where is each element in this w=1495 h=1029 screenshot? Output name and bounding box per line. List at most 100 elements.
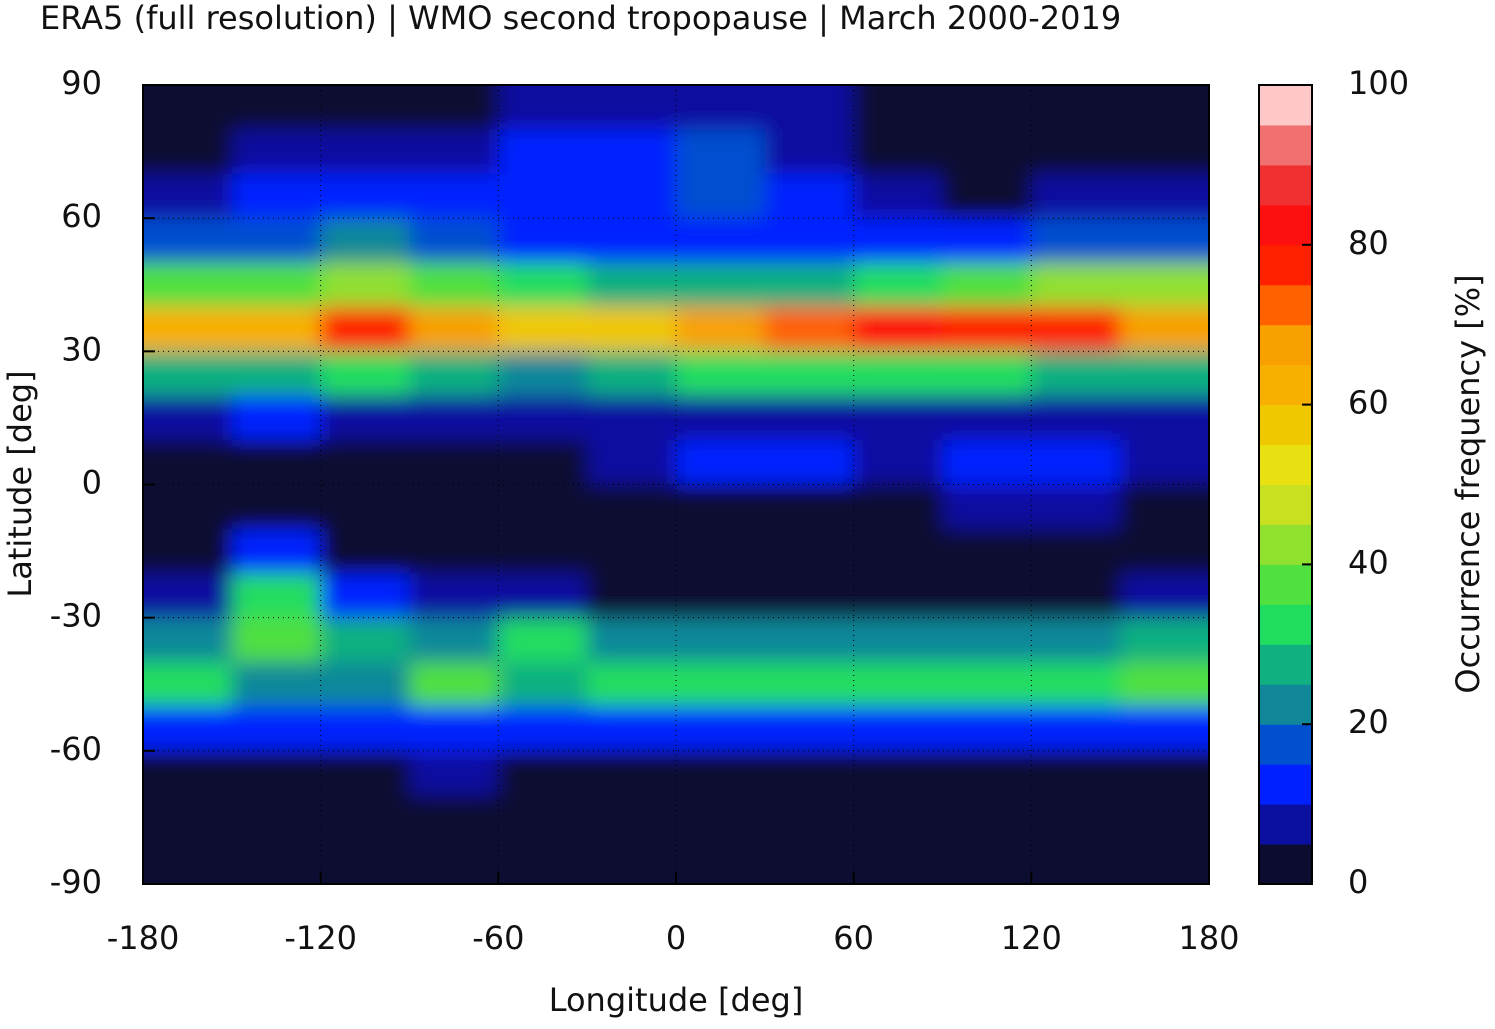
heatmap-cell <box>764 395 855 441</box>
x-tick-label: 180 <box>1178 919 1239 957</box>
colorbar-segment <box>1259 564 1312 605</box>
heatmap-cell <box>231 85 322 130</box>
y-tick-label: 60 <box>61 197 102 235</box>
heatmap-cell <box>320 262 410 308</box>
colorbar-tick-label: 80 <box>1348 224 1389 262</box>
heatmap-cell <box>409 306 499 352</box>
heatmap-cell <box>409 85 499 130</box>
heatmap-cell <box>409 173 499 219</box>
heatmap-cell <box>231 573 322 619</box>
x-axis-label: Longitude [deg] <box>549 981 804 1019</box>
heatmap-cell <box>409 706 499 752</box>
heatmap-cell <box>320 750 410 796</box>
colorbar-segment <box>1259 364 1312 406</box>
heatmap-cell <box>320 173 410 219</box>
colorbar-segment <box>1259 85 1312 126</box>
heatmap-cell <box>764 306 855 352</box>
heatmap-cell <box>587 795 677 841</box>
heatmap-cell <box>409 662 499 707</box>
colorbar-tick-label: 20 <box>1348 703 1389 741</box>
colorbar-segment <box>1259 844 1312 885</box>
heatmap-cell <box>498 440 588 485</box>
heatmap-cell <box>320 85 410 130</box>
heatmap-cell <box>143 218 233 264</box>
heatmap-cell <box>587 262 677 308</box>
heatmap-cell <box>587 750 677 796</box>
heatmap-cell <box>231 395 322 441</box>
heatmap-cell <box>231 262 322 308</box>
heatmap <box>143 85 1209 884</box>
heatmap-cell <box>498 662 588 707</box>
heatmap-cell <box>143 395 233 441</box>
heatmap-cell <box>676 85 766 130</box>
heatmap-cell <box>942 173 1032 219</box>
heatmap-cell <box>676 795 766 841</box>
heatmap-cell <box>676 218 766 264</box>
heatmap-cell <box>764 484 855 530</box>
heatmap-cell <box>320 484 410 530</box>
heatmap-cell <box>587 573 677 619</box>
heatmap-cell <box>1120 662 1209 707</box>
heatmap-cell <box>764 573 855 619</box>
heatmap-cell <box>587 85 677 130</box>
heatmap-cell <box>1120 706 1209 752</box>
heatmap-cell <box>409 839 499 884</box>
heatmap-cell <box>676 306 766 352</box>
heatmap-cell <box>498 839 588 884</box>
heatmap-cell <box>498 218 588 264</box>
heatmap-cell <box>231 839 322 884</box>
heatmap-cell <box>231 218 322 264</box>
heatmap-cell <box>1031 706 1121 752</box>
heatmap-cell <box>676 173 766 219</box>
heatmap-cell <box>764 662 855 707</box>
heatmap-cell <box>498 306 588 352</box>
colorbar-segment <box>1259 724 1312 765</box>
heatmap-cell <box>409 262 499 308</box>
heatmap-cell <box>764 262 855 308</box>
colorbar-segment <box>1259 444 1312 485</box>
heatmap-cell <box>1120 839 1209 884</box>
heatmap-cell <box>1120 262 1209 308</box>
heatmap-cell <box>1031 573 1121 619</box>
heatmap-cell <box>143 795 233 841</box>
colorbar-segment <box>1259 164 1312 206</box>
heatmap-cell <box>942 573 1032 619</box>
heatmap-cell <box>676 573 766 619</box>
colorbar-segment <box>1259 764 1312 805</box>
heatmap-cell <box>143 662 233 707</box>
colorbar-segment <box>1259 484 1312 525</box>
heatmap-cell <box>587 617 677 663</box>
colorbar-segment <box>1259 324 1312 366</box>
heatmap-cell <box>853 129 943 175</box>
heatmap-cell <box>764 351 855 397</box>
heatmap-cell <box>853 173 943 219</box>
heatmap-cell <box>1031 218 1121 264</box>
x-tick-label: -120 <box>284 919 357 957</box>
heatmap-cell <box>320 395 410 441</box>
heatmap-cell <box>853 85 943 130</box>
heatmap-cell <box>942 85 1032 130</box>
heatmap-cell <box>676 662 766 707</box>
colorbar-segment <box>1259 284 1312 326</box>
heatmap-cell <box>1120 85 1209 130</box>
heatmap-cell <box>853 218 943 264</box>
y-tick-label: -90 <box>50 863 102 901</box>
heatmap-cell <box>853 395 943 441</box>
y-tick-label: -30 <box>50 597 102 635</box>
heatmap-cell <box>676 395 766 441</box>
heatmap-cell <box>853 662 943 707</box>
heatmap-cell <box>409 617 499 663</box>
chart-title: ERA5 (full resolution) | WMO second trop… <box>40 0 1121 37</box>
heatmap-cell <box>320 218 410 264</box>
heatmap-cell <box>676 351 766 397</box>
heatmap-cell <box>587 129 677 175</box>
heatmap-cell <box>764 440 855 485</box>
heatmap-cell <box>676 750 766 796</box>
heatmap-cell <box>409 750 499 796</box>
heatmap-cell <box>587 218 677 264</box>
heatmap-cell <box>764 85 855 130</box>
heatmap-cell <box>853 440 943 485</box>
heatmap-cell <box>1031 617 1121 663</box>
heatmap-cell <box>764 173 855 219</box>
heatmap-cell <box>320 573 410 619</box>
